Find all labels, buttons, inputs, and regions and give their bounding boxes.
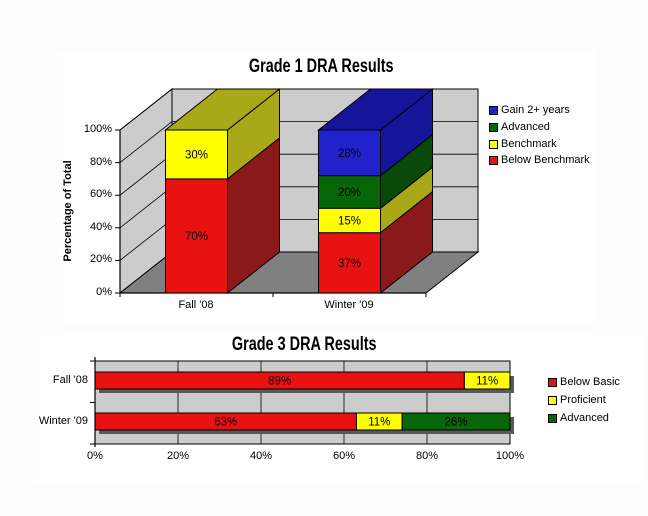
grade1-y-tick-0: 0% xyxy=(96,286,112,298)
gridline xyxy=(119,219,173,261)
legend-swatch-advanced xyxy=(489,123,498,132)
legend-swatch-gain2years xyxy=(489,106,498,115)
data-label: 89% xyxy=(268,376,291,388)
bar-segment xyxy=(318,207,381,234)
data-label: 30% xyxy=(185,149,208,161)
grade3-chart: Grade 3 DRA Results 89% 11% 63% 11% 26% Fall… xyxy=(33,333,645,483)
bar-segment xyxy=(165,129,228,180)
bar-segment xyxy=(463,371,511,390)
grade3-x-tick-40: 40% xyxy=(249,450,273,462)
gridline xyxy=(119,186,173,229)
legend-label-advanced: Advanced xyxy=(501,121,550,133)
bar-segment xyxy=(318,232,381,294)
grade1-y-tick-100: 100% xyxy=(83,123,112,135)
data-label: 11% xyxy=(368,417,390,429)
bar-segment xyxy=(401,412,511,431)
data-label: 11% xyxy=(476,376,498,388)
grade3-chart-title: Grade 3 DRA Results xyxy=(154,335,454,355)
legend-swatch-belowbasic xyxy=(548,378,557,387)
grade1-y-tick-60: 60% xyxy=(89,188,112,201)
legend-label-belowbenchmark: Below Benchmark xyxy=(501,154,590,166)
bar-segment xyxy=(318,175,381,209)
bar-segment xyxy=(165,178,228,294)
grade3-category-winter09: Winter '09 xyxy=(38,415,88,427)
data-label: 37% xyxy=(338,258,361,270)
legend-label-benchmark: Benchmark xyxy=(501,138,557,150)
legend-swatch-proficient xyxy=(548,396,557,405)
grade1-y-tick-40: 40% xyxy=(89,220,112,233)
legend-label-belowbasic: Below Basic xyxy=(560,376,620,388)
grade1-y-axis-title: Percentage of Total xyxy=(62,160,74,262)
grade1-3d-plot: 70% 30% 37% 15% 20% 28% xyxy=(115,87,480,297)
grade1-chart-title-text: Grade 1 DRA Results xyxy=(248,56,394,77)
legend-label-advanced2: Advanced xyxy=(560,412,609,424)
legend-swatch-belowbenchmark xyxy=(489,156,498,165)
grade1-y-tick-20: 20% xyxy=(89,253,112,266)
bar-segment xyxy=(318,129,381,177)
grade1-category-winter09: Winter '09 xyxy=(324,299,374,311)
grade3-bar-plot: 89% 11% 63% 11% 26% xyxy=(90,357,514,447)
grade1-category-fall08: Fall '08 xyxy=(178,299,214,311)
grade1-y-tick-80: 80% xyxy=(89,155,112,168)
gridline xyxy=(119,121,173,163)
grade3-x-tick-0: 0% xyxy=(87,450,103,462)
data-label: 70% xyxy=(185,231,208,243)
grade3-chart-title-text: Grade 3 DRA Results xyxy=(231,334,377,355)
grade1-chart: Grade 1 DRA Results 70% 30% 37% 15% 20% 28% P… xyxy=(57,50,597,322)
grade3-category-fall08: Fall '08 xyxy=(52,374,88,386)
grade1-chart-title: Grade 1 DRA Results xyxy=(171,57,471,77)
data-label: 26% xyxy=(445,417,468,429)
legend-swatch-benchmark xyxy=(489,140,498,149)
grade3-x-tick-100: 100% xyxy=(495,450,525,462)
grade3-x-tick-20: 20% xyxy=(166,450,190,462)
data-label: 28% xyxy=(338,148,361,160)
data-label: 15% xyxy=(338,215,361,227)
gridline xyxy=(119,153,173,196)
gridline xyxy=(119,88,173,131)
data-label: 20% xyxy=(338,187,361,199)
legend-label-proficient: Proficient xyxy=(560,394,606,406)
grade3-x-tick-60: 60% xyxy=(332,450,356,462)
grade3-x-tick-80: 80% xyxy=(415,450,439,462)
legend-swatch-advanced2 xyxy=(548,414,557,423)
legend-label-gain2years: Gain 2+ years xyxy=(501,104,570,116)
data-label: 63% xyxy=(214,417,237,429)
